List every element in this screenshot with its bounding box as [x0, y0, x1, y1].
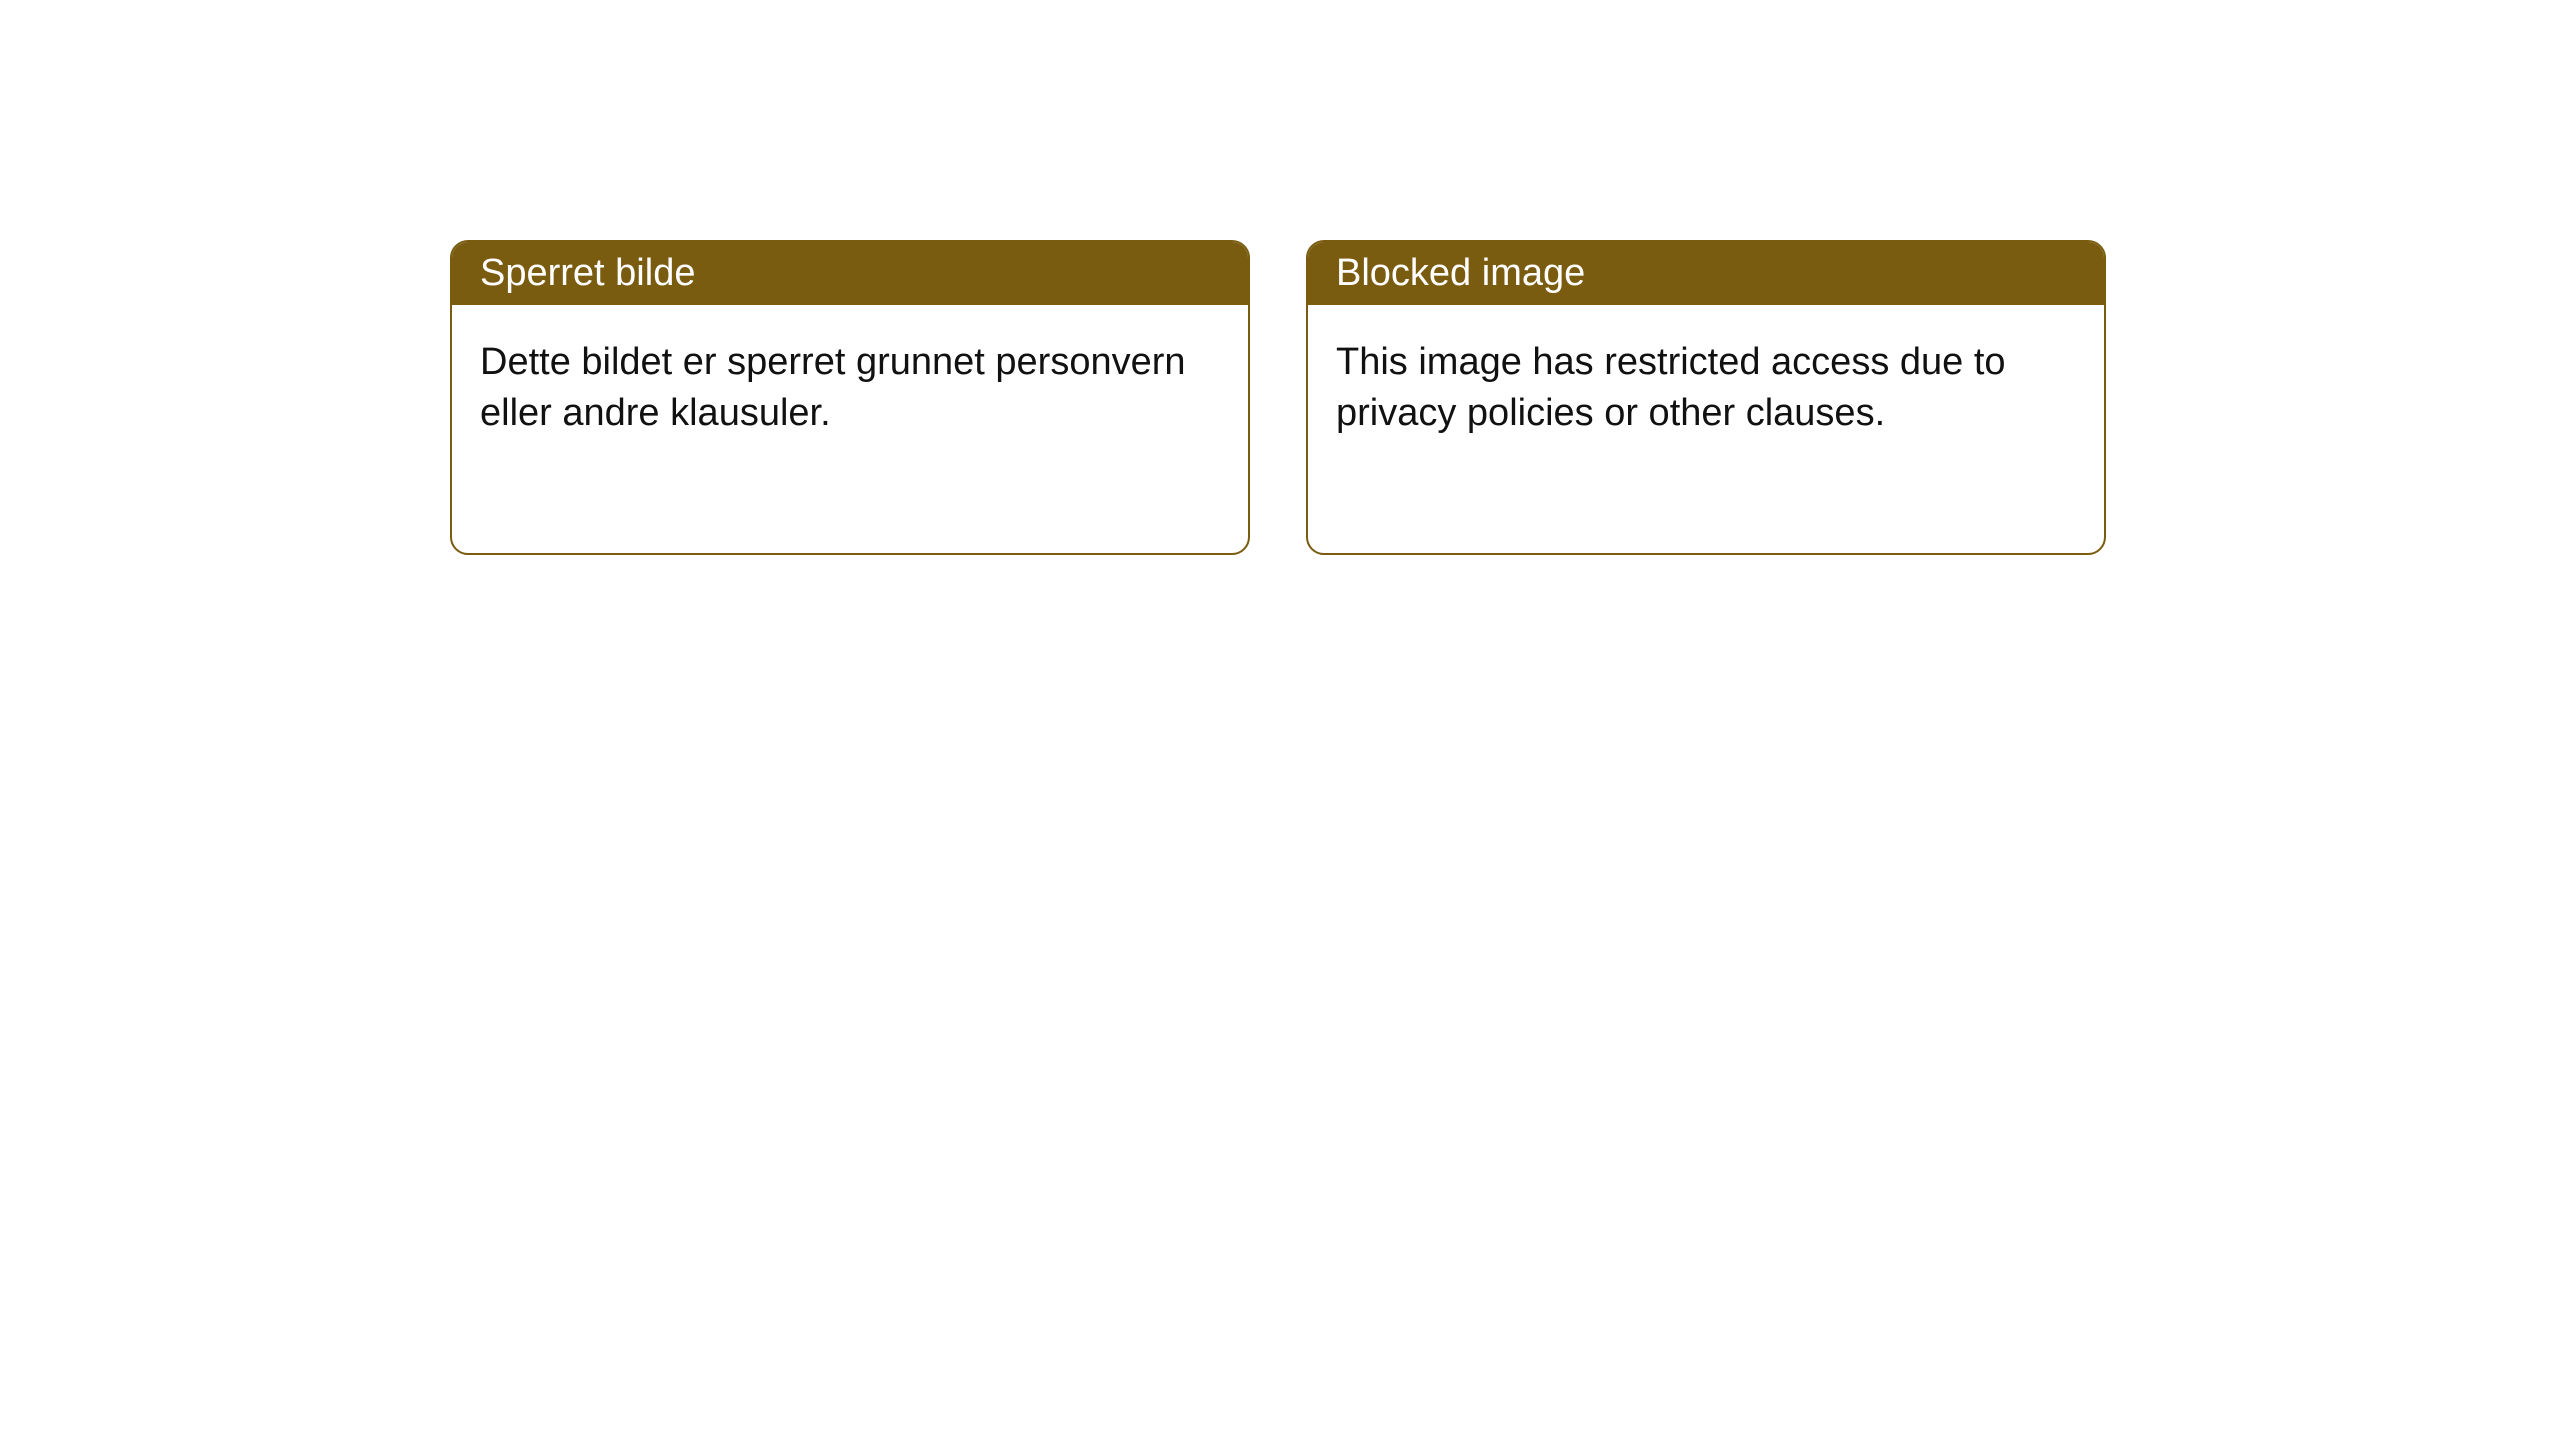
card-header: Blocked image [1308, 242, 2104, 305]
card-body: This image has restricted access due to … [1308, 305, 2104, 553]
card-norwegian: Sperret bilde Dette bildet er sperret gr… [450, 240, 1250, 555]
card-body: Dette bildet er sperret grunnet personve… [452, 305, 1248, 553]
card-body-text: This image has restricted access due to … [1336, 341, 2006, 434]
card-body-text: Dette bildet er sperret grunnet personve… [480, 341, 1186, 434]
card-title: Sperret bilde [480, 252, 695, 294]
cards-container: Sperret bilde Dette bildet er sperret gr… [450, 240, 2110, 555]
card-title: Blocked image [1336, 252, 1585, 294]
card-header: Sperret bilde [452, 242, 1248, 305]
card-english: Blocked image This image has restricted … [1306, 240, 2106, 555]
